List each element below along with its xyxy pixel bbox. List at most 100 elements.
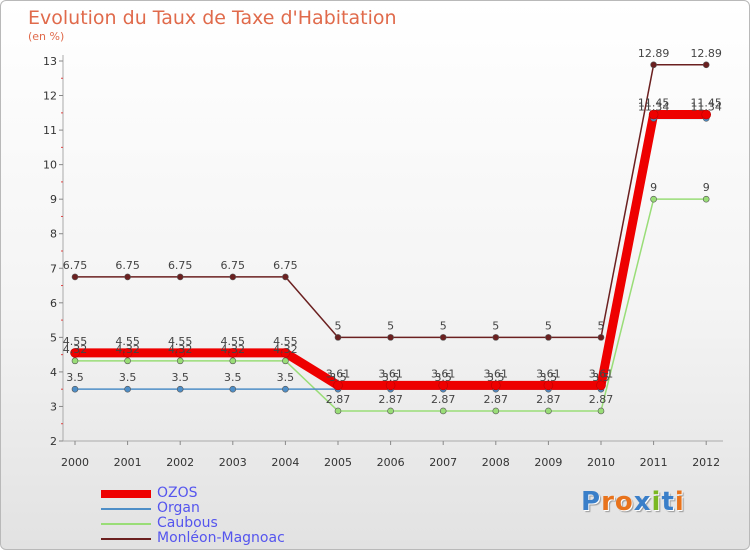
data-point-caubous — [702, 195, 710, 203]
y-tick-label: 12 — [43, 90, 57, 103]
data-label-caubous: 2.87 — [431, 393, 456, 406]
data-point-caubous — [492, 407, 500, 415]
data-point-ozos — [596, 380, 606, 391]
x-tick-label: 2004 — [271, 456, 299, 469]
data-label-caubous: 9 — [703, 181, 710, 194]
data-point-ozos — [385, 380, 396, 391]
data-point-ozos — [280, 348, 291, 358]
y-tick-label: 11 — [43, 124, 57, 137]
data-point-ozos — [228, 348, 238, 358]
data-point-monl-on-magnoac — [492, 334, 500, 341]
data-label-organ: 3.5 — [277, 371, 295, 384]
data-label-ozos: 3.61 — [589, 367, 614, 380]
series-line-monl-on-magnoac — [74, 64, 707, 339]
data-label-organ: 3.5 — [540, 371, 558, 384]
logo-letter: r — [601, 487, 615, 517]
y-tick-label: 7 — [50, 262, 57, 275]
data-label-monl-on-magnoac: 6.75 — [115, 259, 140, 272]
data-label-monl-on-magnoac: 5 — [387, 319, 394, 332]
data-point-ozos — [333, 380, 343, 391]
data-label-monl-on-magnoac: 5 — [598, 319, 605, 332]
x-tick-label: 2005 — [324, 456, 352, 469]
data-point-monl-on-magnoac — [124, 273, 131, 281]
data-label-monl-on-magnoac: 12.89 — [638, 47, 670, 60]
data-label-ozos: 3.61 — [431, 367, 456, 380]
data-label-ozos: 11.45 — [638, 97, 670, 110]
data-label-caubous: 9 — [650, 181, 657, 194]
data-label-ozos: 4.55 — [115, 335, 140, 348]
data-point-monl-on-magnoac — [176, 273, 184, 281]
y-tick-label: 9 — [50, 193, 57, 206]
data-label-ozos: 3.61 — [326, 367, 351, 380]
data-point-monl-on-magnoac — [702, 61, 710, 69]
chart-title: Evolution du Taux de Taxe d'Habitation — [28, 7, 397, 29]
data-label-caubous: 4.32 — [221, 343, 246, 356]
x-tick-label: 2008 — [482, 456, 510, 469]
y-tick-label: 6 — [50, 297, 57, 310]
data-label-organ: 11.34 — [638, 100, 670, 113]
logo-letter: x — [633, 487, 652, 517]
data-label-organ: 3.5 — [171, 371, 189, 384]
legend-item-monl-on-magnoac: Monléon-Magnoac — [101, 531, 361, 546]
legend-label-monl-on-magnoac: Monléon-Magnoac — [157, 530, 285, 546]
legend-item-organ: Organ — [101, 501, 361, 516]
data-point-caubous — [124, 357, 131, 365]
data-point-ozos — [438, 380, 449, 391]
data-point-monl-on-magnoac — [387, 334, 394, 341]
data-point-ozos — [70, 348, 80, 358]
x-tick-label: 2011 — [640, 456, 668, 469]
y-tick-label: 8 — [50, 228, 57, 241]
legend-swatch-organ — [101, 508, 151, 510]
legend-label-ozos: OZOS — [157, 485, 198, 501]
legend-swatch-monl-on-magnoac — [101, 538, 151, 540]
y-tick-label: 4 — [50, 366, 57, 379]
logo-letter: o — [614, 487, 634, 517]
x-tick-label: 2000 — [61, 456, 89, 469]
data-label-ozos: 3.61 — [484, 367, 509, 380]
x-tick-label: 2010 — [587, 456, 615, 469]
data-point-ozos — [122, 348, 133, 358]
logo-letter: i — [674, 487, 685, 517]
x-tick-label: 2009 — [534, 456, 562, 469]
legend-swatch-caubous — [101, 523, 151, 525]
data-label-organ: 3.5 — [119, 371, 137, 384]
data-label-caubous: 4.32 — [273, 343, 298, 356]
proxiti-logo: Proxiti — [581, 487, 685, 517]
legend-label-caubous: Caubous — [157, 515, 218, 531]
data-label-monl-on-magnoac: 5 — [492, 319, 499, 332]
data-label-caubous: 2.87 — [378, 393, 403, 406]
data-point-caubous — [439, 407, 447, 415]
x-tick-label: 2001 — [114, 456, 142, 469]
data-point-caubous — [545, 407, 552, 415]
data-label-ozos: 3.61 — [378, 367, 403, 380]
data-label-caubous: 4.32 — [63, 343, 88, 356]
data-label-organ: 3.5 — [487, 371, 505, 384]
data-point-monl-on-magnoac — [597, 334, 605, 341]
data-point-organ — [124, 385, 131, 393]
chart-subtitle: (en %) — [28, 30, 65, 43]
data-label-organ: 3.5 — [66, 371, 84, 384]
data-point-organ — [229, 385, 237, 393]
data-point-caubous — [387, 407, 394, 415]
data-label-monl-on-magnoac: 5 — [335, 319, 342, 332]
data-point-ozos — [648, 109, 659, 120]
data-point-caubous — [229, 357, 237, 365]
y-tick-label: 2 — [50, 435, 57, 448]
data-point-monl-on-magnoac — [71, 273, 79, 281]
data-label-monl-on-magnoac: 6.75 — [63, 259, 88, 272]
data-point-monl-on-magnoac — [650, 61, 657, 69]
data-label-ozos: 11.45 — [690, 97, 722, 110]
data-label-organ: 3.5 — [382, 371, 400, 384]
x-tick-label: 2012 — [692, 456, 720, 469]
data-label-caubous: 2.87 — [589, 393, 614, 406]
legend-label-organ: Organ — [157, 500, 200, 516]
data-label-ozos: 4.55 — [273, 335, 298, 348]
data-label-caubous: 2.87 — [536, 393, 561, 406]
data-label-caubous: 4.32 — [115, 343, 140, 356]
x-tick-label: 2003 — [219, 456, 247, 469]
data-label-caubous: 2.87 — [484, 393, 509, 406]
logo-letter: t — [661, 487, 675, 517]
data-label-monl-on-magnoac: 5 — [440, 319, 447, 332]
